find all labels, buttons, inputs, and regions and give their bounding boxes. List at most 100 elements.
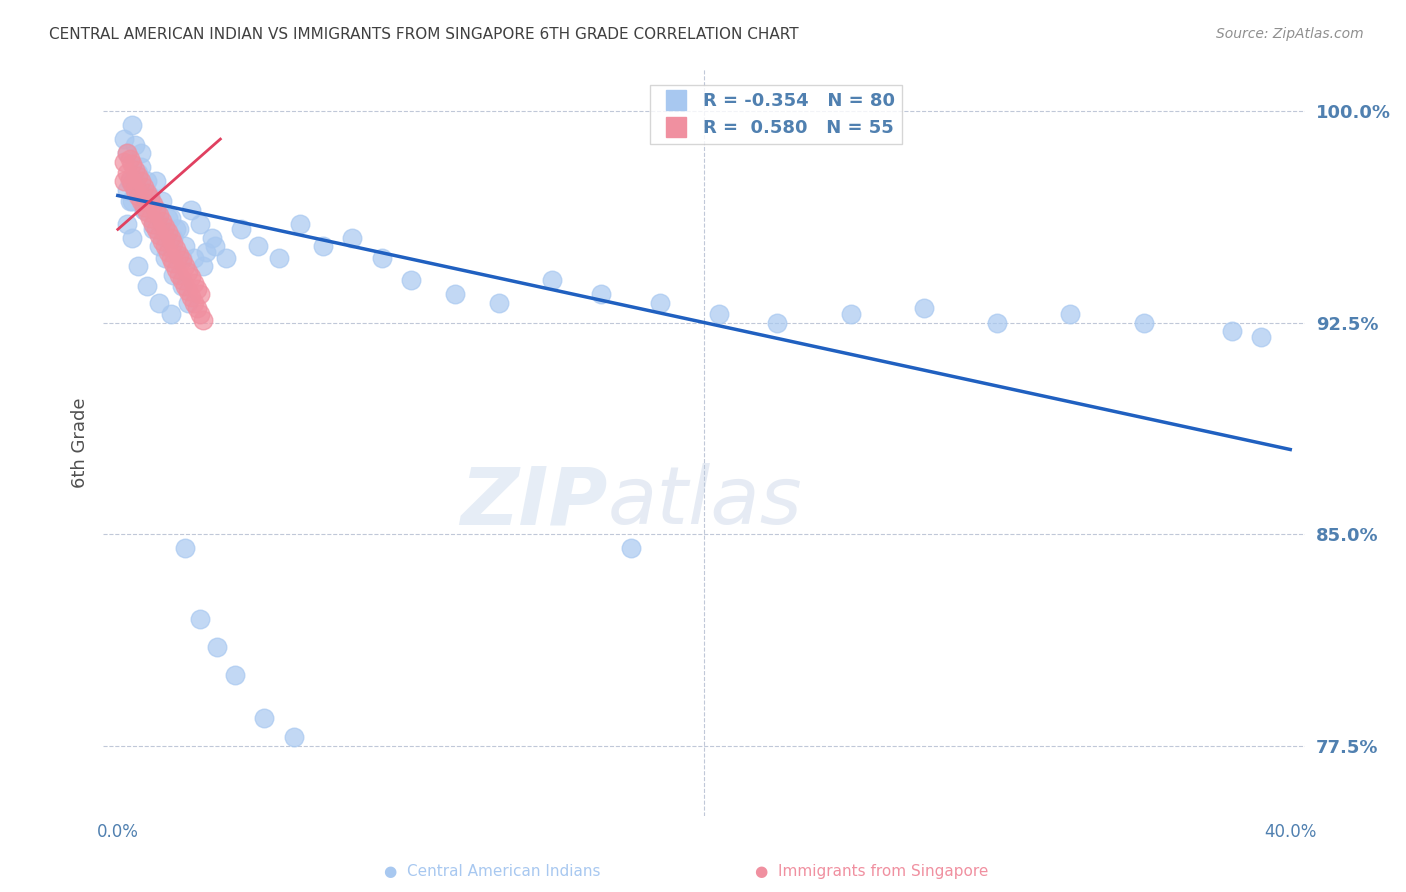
- Point: [162, 268, 184, 282]
- Point: [172, 278, 194, 293]
- Point: [153, 239, 176, 253]
- Point: [162, 236, 184, 251]
- Point: [127, 169, 149, 183]
- Point: [129, 146, 152, 161]
- Point: [912, 301, 935, 316]
- Point: [139, 188, 162, 202]
- Point: [342, 231, 364, 245]
- Point: [540, 273, 562, 287]
- Point: [118, 152, 141, 166]
- Point: [115, 146, 138, 161]
- Point: [188, 612, 211, 626]
- Point: [177, 295, 200, 310]
- Point: [121, 194, 143, 209]
- Point: [136, 278, 159, 293]
- Point: [127, 166, 149, 180]
- Point: [183, 295, 205, 310]
- Point: [112, 132, 135, 146]
- Point: [172, 273, 194, 287]
- Point: [142, 197, 165, 211]
- Text: atlas: atlas: [607, 463, 803, 541]
- Point: [188, 217, 211, 231]
- Point: [707, 307, 730, 321]
- Point: [177, 265, 200, 279]
- Point: [145, 174, 167, 188]
- Point: [191, 259, 214, 273]
- Point: [165, 261, 187, 276]
- Point: [134, 200, 156, 214]
- Point: [156, 225, 179, 239]
- Point: [121, 178, 143, 192]
- Point: [191, 312, 214, 326]
- Point: [150, 234, 173, 248]
- Point: [180, 290, 202, 304]
- Point: [127, 183, 149, 197]
- Point: [153, 231, 176, 245]
- Point: [156, 211, 179, 225]
- Y-axis label: 6th Grade: 6th Grade: [72, 397, 89, 488]
- Point: [1132, 316, 1154, 330]
- Point: [165, 222, 187, 236]
- Point: [169, 268, 191, 282]
- Point: [145, 202, 167, 217]
- Point: [136, 186, 159, 200]
- Point: [183, 276, 205, 290]
- Point: [139, 191, 162, 205]
- Point: [1250, 329, 1272, 343]
- Point: [174, 278, 197, 293]
- Legend: R = -0.354   N = 80, R =  0.580   N = 55: R = -0.354 N = 80, R = 0.580 N = 55: [651, 85, 901, 145]
- Point: [188, 287, 211, 301]
- Point: [986, 316, 1008, 330]
- Point: [766, 316, 789, 330]
- Point: [174, 541, 197, 556]
- Point: [648, 295, 671, 310]
- Point: [121, 118, 143, 132]
- Point: [115, 146, 138, 161]
- Point: [115, 217, 138, 231]
- Point: [115, 166, 138, 180]
- Point: [488, 295, 510, 310]
- Point: [142, 217, 165, 231]
- Point: [129, 174, 152, 188]
- Point: [162, 231, 184, 245]
- Point: [148, 227, 170, 242]
- Point: [136, 188, 159, 202]
- Point: [172, 251, 194, 265]
- Point: [174, 239, 197, 253]
- Text: ZIP: ZIP: [461, 463, 607, 541]
- Point: [148, 239, 170, 253]
- Point: [186, 301, 208, 316]
- Point: [124, 137, 146, 152]
- Point: [399, 273, 422, 287]
- Point: [174, 259, 197, 273]
- Point: [148, 295, 170, 310]
- Point: [186, 282, 208, 296]
- Point: [150, 217, 173, 231]
- Point: [253, 710, 276, 724]
- Point: [1220, 324, 1243, 338]
- Point: [172, 253, 194, 268]
- Point: [124, 174, 146, 188]
- Text: CENTRAL AMERICAN INDIAN VS IMMIGRANTS FROM SINGAPORE 6TH GRADE CORRELATION CHART: CENTRAL AMERICAN INDIAN VS IMMIGRANTS FR…: [49, 27, 799, 42]
- Point: [112, 174, 135, 188]
- Point: [150, 194, 173, 209]
- Point: [153, 219, 176, 234]
- Point: [134, 202, 156, 217]
- Point: [134, 202, 156, 217]
- Point: [121, 157, 143, 171]
- Point: [156, 244, 179, 259]
- Point: [180, 270, 202, 285]
- Point: [839, 307, 862, 321]
- Point: [159, 307, 181, 321]
- Point: [150, 214, 173, 228]
- Point: [200, 231, 222, 245]
- Point: [169, 248, 191, 262]
- Point: [159, 211, 181, 225]
- Point: [124, 163, 146, 178]
- Point: [207, 640, 229, 654]
- Point: [112, 154, 135, 169]
- Point: [118, 194, 141, 209]
- Point: [118, 174, 141, 188]
- Point: [162, 256, 184, 270]
- Point: [224, 668, 246, 682]
